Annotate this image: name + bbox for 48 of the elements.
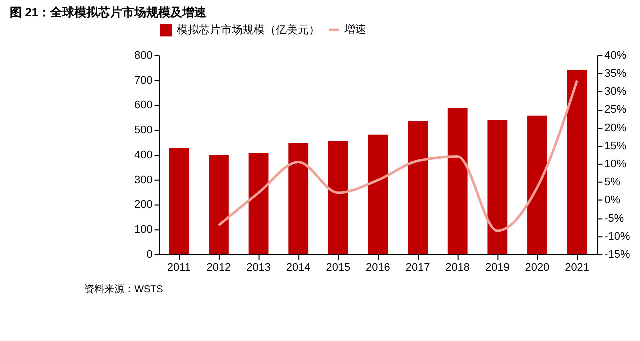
x-tick-label: 2016 xyxy=(366,262,390,274)
x-tick-label: 2015 xyxy=(326,262,351,274)
bar xyxy=(488,120,508,255)
y-tick-label: 0 xyxy=(146,249,153,262)
x-tick-label: 2021 xyxy=(565,262,590,274)
bar xyxy=(328,141,348,255)
y-tick-label: 500 xyxy=(134,124,153,137)
x-tick-label: 2011 xyxy=(167,262,191,274)
x-tick-label: 2018 xyxy=(446,262,470,274)
y2-tick-label: 0% xyxy=(604,194,621,207)
y2-tick-label: 15% xyxy=(604,140,627,152)
y2-tick-label: 35% xyxy=(604,68,627,80)
y-tick-label: 200 xyxy=(134,199,153,212)
x-tick-label: 2020 xyxy=(525,262,550,274)
x-tick-label: 2014 xyxy=(286,262,311,274)
bar xyxy=(368,134,388,255)
line-series xyxy=(218,80,579,232)
bar xyxy=(408,121,428,255)
y-tick-label: 600 xyxy=(134,100,153,112)
bar xyxy=(448,108,468,255)
bar xyxy=(248,153,269,255)
y-tick-label: 800 xyxy=(134,50,153,62)
legend-label: 模拟芯片市场规模（亿美元） xyxy=(177,24,320,37)
y2-tick-label: -5% xyxy=(604,212,624,225)
bar xyxy=(528,116,548,255)
y2-tick-label: 20% xyxy=(604,122,627,134)
x-tick-label: 2017 xyxy=(406,262,430,274)
bar xyxy=(169,148,190,255)
y-tick-label: 100 xyxy=(134,224,153,236)
y2-tick-label: 40% xyxy=(604,50,627,62)
y2-tick-label: -10% xyxy=(604,230,630,243)
x-tick-label: 2012 xyxy=(206,262,232,274)
chart-title: 图 21：全球模拟芯片市场规模及增速 xyxy=(10,6,208,20)
y-tick-label: 300 xyxy=(134,174,153,186)
y-tick-label: 700 xyxy=(134,74,153,87)
y2-tick-label: 5% xyxy=(604,176,621,189)
bar xyxy=(288,143,309,255)
text: 资料来源：WSTS xyxy=(84,283,164,296)
bar xyxy=(567,70,588,255)
y2-tick-label: 30% xyxy=(604,86,627,98)
y2-tick-label: 10% xyxy=(604,158,627,171)
y2-tick-label: -15% xyxy=(604,249,630,262)
legend-label: 增速 xyxy=(343,23,366,36)
bar xyxy=(209,155,229,255)
y-tick-label: 400 xyxy=(134,149,153,162)
y2-tick-label: 25% xyxy=(604,104,627,116)
x-tick-label: 2019 xyxy=(485,262,510,274)
x-tick-label: 2013 xyxy=(246,262,271,274)
